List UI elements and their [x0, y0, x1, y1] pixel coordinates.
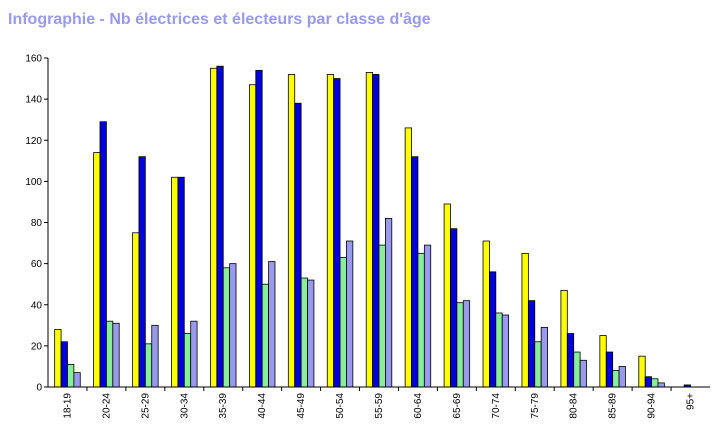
bar-55-59-s4: [384, 217, 393, 388]
bar-60-64-s3: [417, 252, 425, 388]
bar-85-89-s2: [605, 351, 614, 388]
bar-50-54-s2: [333, 78, 341, 388]
bar-65-69-s4: [462, 300, 471, 388]
bar-80-84-s4: [579, 359, 587, 388]
y-tick-label: 120: [25, 136, 42, 147]
bar-75-79-s3: [534, 341, 542, 388]
bar-18-19-s2: [60, 341, 68, 388]
bar-40-44-s2: [255, 69, 263, 388]
bar-30-34-s4: [190, 320, 198, 388]
bar-55-59-s3: [378, 244, 386, 388]
x-tick-label: 90-94: [647, 393, 658, 419]
bar-60-64-s1: [404, 127, 412, 388]
bar-85-89-s4: [618, 366, 626, 388]
bar-45-49-s2: [294, 102, 302, 388]
x-tick-label: 70-74: [491, 393, 502, 419]
bar-30-34-s3: [183, 333, 192, 388]
x-tick-label: 40-44: [257, 393, 268, 419]
bar-80-84-s1: [560, 289, 568, 388]
bar-80-84-s3: [573, 351, 581, 388]
bar-35-39-s3: [222, 267, 231, 388]
bar-35-39-s2: [216, 65, 224, 388]
bar-45-49-s1: [287, 74, 296, 388]
x-tick-label: 45-49: [296, 393, 307, 419]
x-tick-label: 30-34: [179, 393, 190, 419]
chart-title: Infographie - Nb électrices et électeurs…: [8, 11, 431, 28]
bar-65-69-s3: [456, 302, 464, 388]
bar-90-94-s4: [657, 382, 665, 388]
x-tick-label: 95+: [686, 393, 697, 410]
x-tick-label: 18-19: [62, 393, 73, 419]
bar-25-29-s3: [144, 343, 153, 388]
bar-20-24-s3: [106, 320, 114, 388]
bar-18-19-s1: [54, 329, 62, 388]
bar-45-49-s4: [307, 279, 315, 388]
bar-20-24-s1: [93, 152, 101, 388]
bar-20-24-s2: [99, 121, 107, 388]
bar-70-74-s3: [495, 312, 503, 388]
bar-70-74-s1: [482, 240, 490, 388]
bar-25-29-s4: [151, 324, 159, 388]
bar-30-34-s1: [171, 176, 179, 388]
bar-18-19-s3: [67, 363, 75, 388]
y-tick-label: 0: [36, 383, 42, 394]
bar-90-94-s1: [638, 355, 646, 388]
bar-60-64-s2: [411, 156, 419, 388]
bar-30-34-s2: [177, 176, 185, 388]
y-tick-label: 140: [25, 95, 42, 106]
bar-50-54-s3: [339, 257, 347, 388]
x-tick-label: 55-59: [374, 393, 385, 419]
bar-18-19-s4: [73, 372, 81, 388]
x-tick-label: 60-64: [413, 393, 424, 419]
bar-85-89-s1: [599, 335, 607, 388]
bar-55-59-s1: [365, 71, 374, 388]
bar-35-39-s1: [210, 67, 218, 388]
bar-65-69-s2: [450, 228, 458, 388]
y-tick-label: 20: [31, 341, 43, 352]
bar-25-29-s2: [138, 156, 146, 388]
bar-70-74-s2: [489, 271, 497, 388]
y-tick-label: 100: [25, 177, 42, 188]
bar-20-24-s4: [112, 322, 120, 388]
bar-40-44-s4: [268, 261, 276, 388]
y-axis-ticks: 0 20 40 60 80 100 120 140 160: [25, 54, 48, 394]
x-tick-label: 20-24: [101, 393, 112, 419]
x-tick-label: 80-84: [569, 393, 580, 419]
bar-50-54-s4: [346, 240, 354, 388]
bars-group: [54, 65, 691, 388]
y-tick-label: 40: [31, 300, 43, 311]
bar-65-69-s1: [443, 203, 451, 388]
bar-75-79-s4: [540, 326, 548, 388]
bar-45-49-s3: [300, 277, 308, 388]
x-tick-label: 65-69: [452, 393, 463, 419]
y-tick-label: 80: [31, 218, 43, 229]
bar-40-44-s3: [261, 283, 269, 388]
x-tick-label: 75-79: [530, 393, 541, 419]
bar-85-89-s3: [612, 370, 620, 388]
bar-35-39-s4: [229, 263, 237, 388]
bar-25-29-s1: [132, 232, 140, 388]
bar-90-94-s2: [644, 376, 652, 388]
x-tick-label: 85-89: [608, 393, 619, 419]
bar-90-94-s3: [651, 378, 659, 388]
bar-50-54-s1: [326, 74, 335, 388]
x-tick-label: 35-39: [218, 393, 229, 419]
x-axis-ticks: 18-19 20-24 25-29 30-34 35-39 40-44 45-49 50-54…: [62, 387, 697, 419]
bar-55-59-s2: [372, 74, 380, 388]
y-tick-label: 60: [31, 259, 43, 270]
bar-75-79-s2: [527, 300, 536, 388]
x-tick-label: 25-29: [140, 393, 151, 419]
y-tick-label: 160: [25, 54, 42, 65]
bar-40-44-s1: [248, 84, 257, 388]
bar-70-74-s4: [501, 314, 510, 388]
x-tick-label: 50-54: [335, 393, 346, 419]
bar-75-79-s1: [521, 252, 529, 388]
bar-60-64-s4: [423, 244, 432, 388]
bar-80-84-s2: [566, 333, 575, 388]
